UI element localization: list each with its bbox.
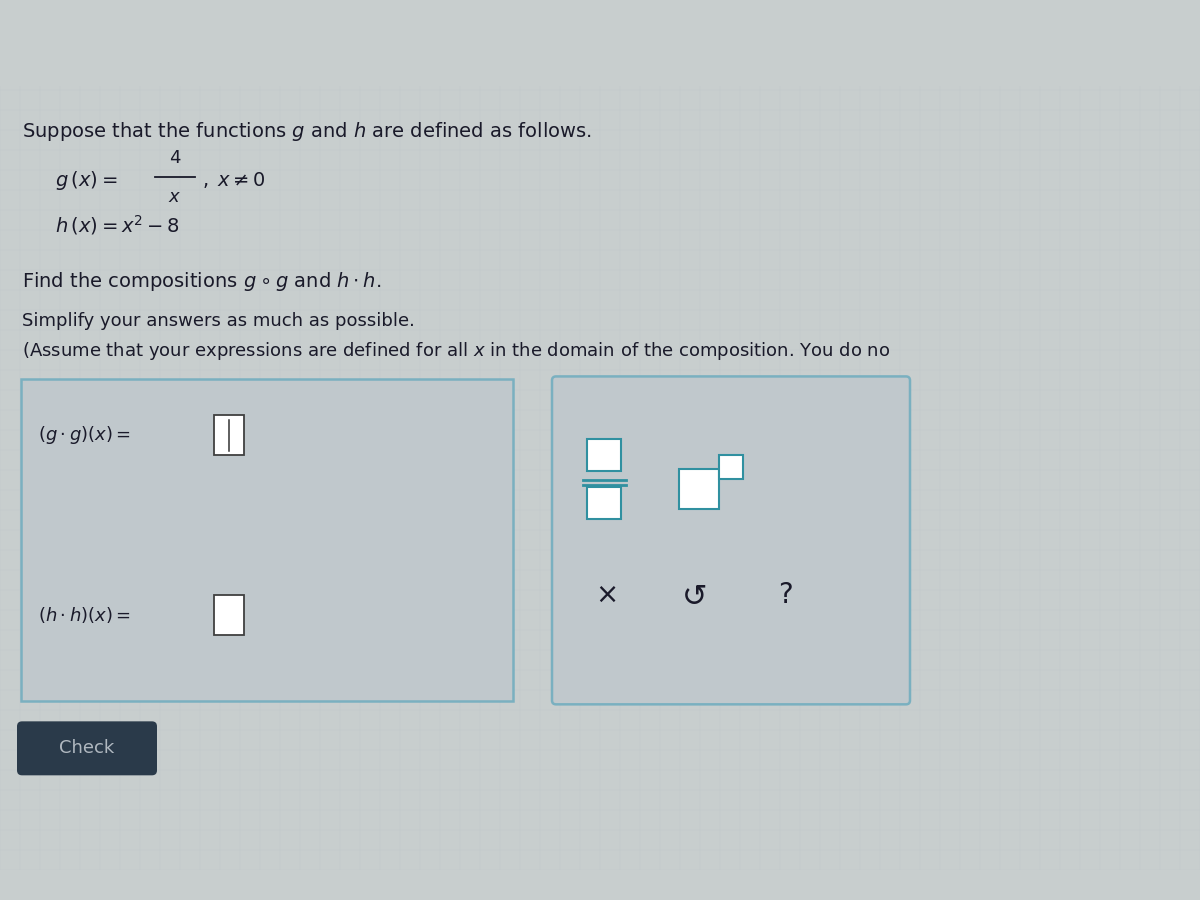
Text: $?$: $?$ — [778, 581, 792, 609]
Text: (Assume that your expressions are defined for all $x$ in the domain of the compo: (Assume that your expressions are define… — [22, 340, 890, 363]
FancyBboxPatch shape — [17, 721, 157, 775]
FancyBboxPatch shape — [679, 470, 719, 509]
Text: $,\; x \neq 0$: $,\; x \neq 0$ — [202, 170, 265, 191]
Text: $(h \cdot h)(x) = $: $(h \cdot h)(x) = $ — [38, 606, 131, 626]
Text: $h\,(x) = x^{2} - 8$: $h\,(x) = x^{2} - 8$ — [55, 213, 180, 238]
Text: Find the compositions $g \circ g$ and $h \cdot h$.: Find the compositions $g \circ g$ and $h… — [22, 271, 382, 293]
FancyBboxPatch shape — [587, 439, 622, 472]
Text: $\circlearrowleft$: $\circlearrowleft$ — [677, 580, 708, 610]
FancyBboxPatch shape — [587, 488, 622, 519]
FancyBboxPatch shape — [552, 376, 910, 705]
Text: $(g \cdot g)(x) = $: $(g \cdot g)(x) = $ — [38, 425, 131, 446]
FancyBboxPatch shape — [719, 455, 743, 480]
FancyBboxPatch shape — [22, 380, 514, 701]
Text: 4: 4 — [169, 149, 181, 167]
FancyBboxPatch shape — [214, 416, 244, 455]
FancyBboxPatch shape — [214, 596, 244, 635]
Text: Simplify your answers as much as possible.: Simplify your answers as much as possibl… — [22, 312, 415, 330]
Text: $x$: $x$ — [168, 188, 181, 206]
Text: $g\,(x) = $: $g\,(x) = $ — [55, 169, 118, 192]
Text: Check: Check — [59, 739, 115, 757]
Text: Suppose that the functions $g$ and $h$ are defined as follows.: Suppose that the functions $g$ and $h$ a… — [22, 121, 592, 143]
Text: $\times$: $\times$ — [595, 581, 617, 609]
